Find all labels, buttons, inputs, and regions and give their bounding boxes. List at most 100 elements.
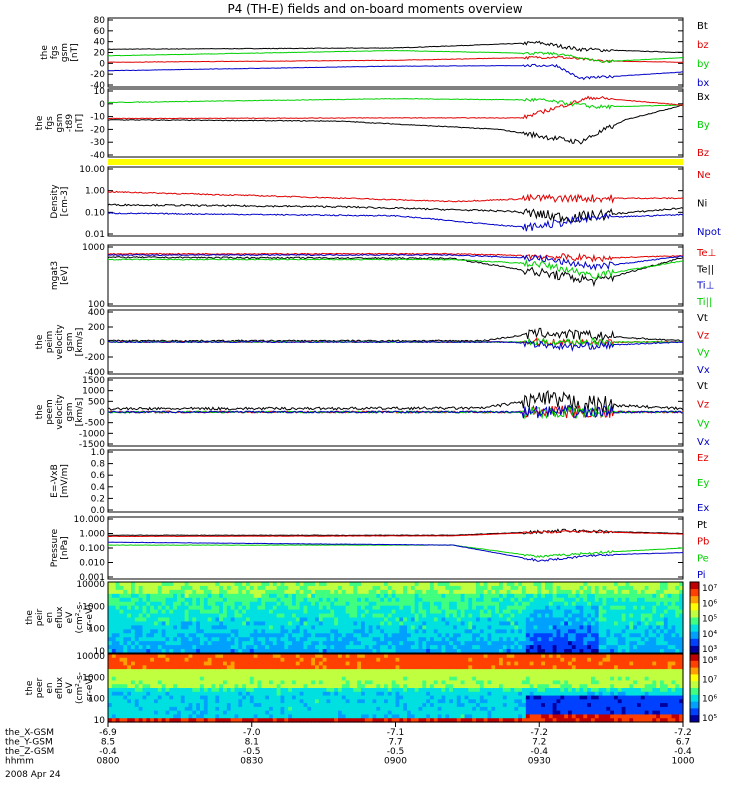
spectrogram-cell xyxy=(556,601,561,607)
y-axis-label: [nT] xyxy=(75,114,85,132)
spectrogram-cell xyxy=(502,597,508,603)
spectrogram-cell xyxy=(341,695,347,700)
spectrogram-cell xyxy=(111,649,117,654)
spectrogram-cell xyxy=(380,672,385,678)
spectrogram-cell xyxy=(142,605,147,611)
spectrogram-cell xyxy=(345,613,351,619)
spectrogram-cell xyxy=(230,669,236,674)
spectrogram-cell xyxy=(552,597,558,603)
spectrogram-cell xyxy=(403,597,408,603)
spectrogram-cell xyxy=(207,654,213,659)
spectrogram-cell xyxy=(410,645,416,650)
spectrogram-cell xyxy=(640,613,646,619)
spectrogram-cell xyxy=(426,629,431,634)
spectrogram-cell xyxy=(269,629,274,634)
spectrogram-cell xyxy=(341,649,347,654)
spectrogram-cell xyxy=(522,695,527,700)
spectrogram-cell xyxy=(173,582,178,587)
spectrogram-cell xyxy=(303,613,308,619)
spectrogram-cell xyxy=(165,593,170,599)
spectrogram-cell xyxy=(276,706,282,712)
spectrogram-cell xyxy=(456,582,462,587)
spectrogram-cell xyxy=(648,582,653,587)
spectrogram-cell xyxy=(131,589,136,595)
spectrogram-cell xyxy=(529,718,535,723)
spectrogram-cell xyxy=(499,625,504,630)
spectrogram-cell xyxy=(449,605,454,611)
spectrogram-cell xyxy=(495,710,500,716)
spectrogram-cell xyxy=(602,633,607,638)
spectrogram-cell xyxy=(648,605,653,611)
spectrogram-cell xyxy=(361,613,366,619)
spectrogram-cell xyxy=(115,672,121,678)
spectrogram-cell xyxy=(207,718,213,723)
spectrogram-cell xyxy=(499,629,504,634)
spectrogram-cell xyxy=(108,680,113,685)
spectrogram-cell xyxy=(372,657,377,663)
spectrogram-cell xyxy=(284,609,289,615)
spectrogram-cell xyxy=(591,582,596,587)
spectrogram-cell xyxy=(464,609,469,615)
spectrogram-cell xyxy=(180,654,186,659)
spectrogram-cell xyxy=(108,676,113,682)
spectrogram-cell xyxy=(476,703,481,708)
spectrogram-cell xyxy=(464,597,469,603)
spectrogram-cell xyxy=(223,703,228,708)
spectrogram-cell xyxy=(338,641,343,646)
spectrogram-cell xyxy=(288,593,293,599)
spectrogram-cell xyxy=(483,605,489,611)
spectrogram-cell xyxy=(111,613,117,619)
spectrogram-cell xyxy=(652,605,657,611)
spectrogram-cell xyxy=(177,625,182,630)
spectrogram-cell xyxy=(146,589,151,595)
spectrogram-cell xyxy=(491,672,496,678)
spectrogram-cell xyxy=(203,633,209,638)
spectrogram-cell xyxy=(138,718,144,723)
spectrogram-cell xyxy=(295,633,301,638)
spectrogram-cell xyxy=(372,613,377,619)
spectrogram-cell xyxy=(165,609,170,615)
spectrogram-cell xyxy=(180,637,186,642)
spectrogram-cell xyxy=(606,629,611,634)
spectrogram-cell xyxy=(533,710,538,716)
spectrogram-cell xyxy=(437,645,443,650)
spectrogram-cell xyxy=(180,621,186,626)
spectrogram-cell xyxy=(234,605,239,611)
spectrogram-cell xyxy=(242,645,247,650)
spectrogram-cell xyxy=(548,641,554,646)
spectrogram-cell xyxy=(249,585,255,591)
spectrogram-cell xyxy=(617,621,623,626)
spectrogram-cell xyxy=(414,589,420,595)
colorbar-frame xyxy=(689,581,700,654)
spectrogram-cell xyxy=(180,582,186,587)
spectrogram-cell xyxy=(157,684,163,689)
spectrogram-cell xyxy=(334,672,339,678)
spectrogram-cell xyxy=(571,625,577,630)
spectrogram-cell xyxy=(575,645,581,650)
spectrogram-cell xyxy=(594,593,600,599)
spectrogram-cell xyxy=(522,605,527,611)
spectrogram-cell xyxy=(456,609,462,615)
spectrogram-cell xyxy=(445,609,450,615)
spectrogram-cell xyxy=(315,605,320,611)
spectrogram-cell xyxy=(249,609,255,615)
spectrogram-cell xyxy=(368,601,374,607)
spectrogram-cell xyxy=(387,625,393,630)
spectrogram-cell xyxy=(123,665,128,670)
spectrogram-cell xyxy=(629,641,634,646)
spectrogram-cell xyxy=(177,609,182,615)
spectrogram-cell xyxy=(138,699,144,704)
spectrogram-cell xyxy=(391,641,397,646)
spectrogram-cell xyxy=(219,714,224,719)
spectrogram-cell xyxy=(660,609,665,615)
spectrogram-cell xyxy=(533,688,538,693)
spectrogram-cell xyxy=(514,617,519,623)
spectrogram-cell xyxy=(533,680,538,685)
spectrogram-cell xyxy=(357,714,362,719)
spectrogram-cell xyxy=(215,661,220,666)
spectrogram-cell xyxy=(364,672,370,678)
y-tick-label: 0.01 xyxy=(85,230,105,240)
spectrogram-cell xyxy=(464,582,469,587)
spectrogram-cell xyxy=(453,706,458,712)
spectrogram-cell xyxy=(269,641,274,646)
